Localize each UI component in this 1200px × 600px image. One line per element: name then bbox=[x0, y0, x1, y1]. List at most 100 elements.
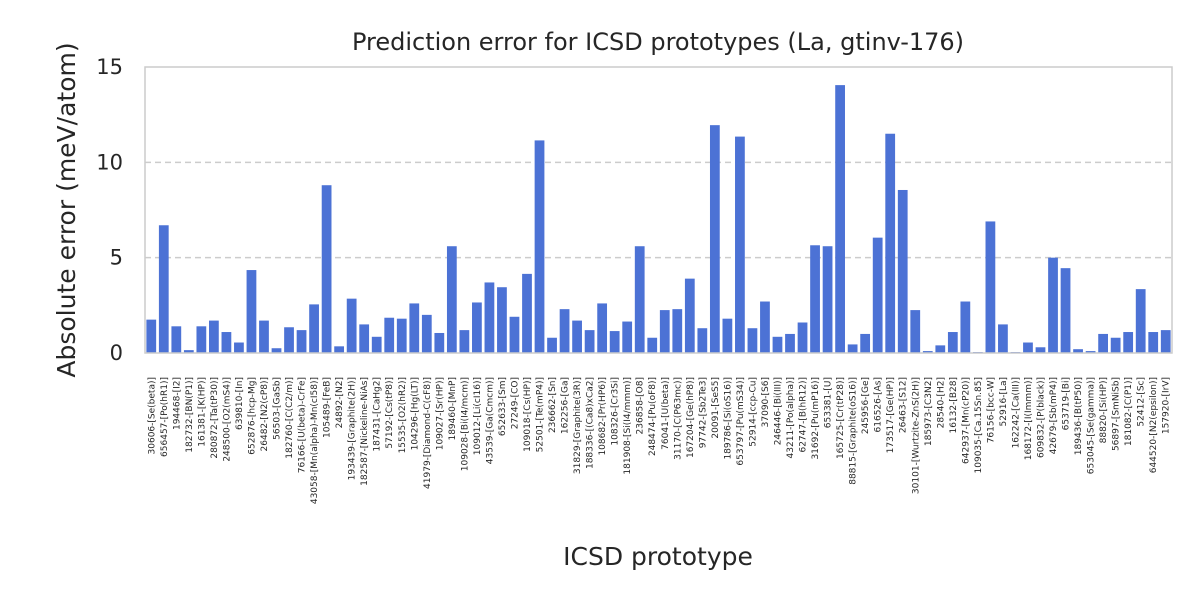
x-tick-label: 30606-[Se(beta)] bbox=[147, 377, 157, 454]
bar bbox=[1098, 333, 1109, 353]
x-tick-label: 28540-[H2] bbox=[936, 377, 946, 428]
bar bbox=[271, 348, 282, 353]
bar bbox=[1035, 347, 1046, 353]
bar bbox=[597, 303, 608, 353]
x-tick-label: 185973-[C3N2] bbox=[924, 377, 934, 446]
y-tick-label: 0 bbox=[110, 341, 123, 365]
bar bbox=[947, 332, 958, 353]
x-tick-label: 109012-[Li(cI16)] bbox=[473, 377, 483, 455]
y-axis-ticks: 0 5 10 15 bbox=[96, 55, 123, 365]
x-axis-ticks: 30606-[Se(beta)] 656457-[Po(hR1)] 194468-[… bbox=[147, 377, 1171, 504]
bar bbox=[922, 351, 933, 353]
bar bbox=[1060, 268, 1071, 353]
x-tick-label: 161381-[K(HP)] bbox=[197, 377, 207, 447]
bar bbox=[572, 320, 582, 353]
x-tick-label: 104296-[Hg(LT)] bbox=[410, 377, 420, 450]
bar bbox=[1110, 337, 1121, 353]
bar bbox=[609, 331, 620, 353]
bar bbox=[835, 85, 845, 353]
x-tick-label: 52412-[Sc] bbox=[1137, 377, 1147, 427]
bar bbox=[760, 301, 770, 353]
x-tick-label: 653045-[Se(gamma)] bbox=[1087, 377, 1097, 474]
bar bbox=[1135, 289, 1146, 353]
x-tick-label: 168172-[I(Immm)] bbox=[1024, 377, 1034, 460]
bar bbox=[1073, 349, 1083, 353]
bar bbox=[747, 328, 758, 353]
x-tick-label: 188336-[(Ca8)xCa2] bbox=[586, 377, 596, 469]
bar bbox=[409, 303, 420, 353]
x-tick-label: 652876-[hcp-Mg] bbox=[247, 377, 257, 455]
x-tick-label: 194468-[I2] bbox=[172, 377, 182, 430]
bar bbox=[208, 320, 219, 353]
x-tick-label: 31829-[Graphite(3R)] bbox=[573, 377, 583, 474]
bar bbox=[509, 316, 520, 353]
x-tick-label: 56897-[SmNiSb] bbox=[1112, 377, 1122, 451]
x-tick-label: 43058-[Mn(alpha)-Mn(cI58)] bbox=[310, 377, 320, 504]
bar bbox=[196, 326, 207, 353]
x-tick-label: 173517-[Ge(HP)] bbox=[886, 377, 896, 453]
bar bbox=[359, 324, 370, 353]
bar bbox=[371, 336, 382, 353]
x-tick-label: 52914-[ccp-Cu] bbox=[748, 377, 758, 447]
x-tick-label: 248500-[O2(mS4)] bbox=[222, 377, 232, 462]
x-tick-label: 15535-[O2(hR2)] bbox=[398, 377, 408, 453]
bar bbox=[622, 321, 633, 353]
x-tick-label: 41979-[Diamond-C(cF8)] bbox=[423, 377, 433, 489]
x-tick-label: 76041-[U(beta)] bbox=[661, 377, 671, 450]
gridlines bbox=[145, 161, 1172, 259]
x-tick-label: 181908-[Si(I4/mmm)] bbox=[623, 377, 633, 475]
y-tick-label: 15 bbox=[96, 55, 123, 79]
x-tick-label: 57192-[Cs(tP8)] bbox=[385, 377, 395, 449]
x-tick-label: 616526-[As] bbox=[874, 377, 884, 432]
bar bbox=[396, 318, 407, 353]
bar bbox=[384, 317, 395, 353]
x-tick-label: 653381-[U] bbox=[824, 377, 834, 428]
chart-title: Prediction error for ICSD prototypes (La… bbox=[352, 28, 964, 56]
x-tick-label: 167204-[Ge(hP8)] bbox=[686, 377, 696, 458]
x-tick-label: 16132-[B28] bbox=[949, 377, 959, 434]
x-tick-label: 609832-[P(black)] bbox=[1036, 377, 1046, 458]
bar bbox=[522, 273, 532, 353]
bar bbox=[684, 278, 695, 353]
x-tick-label: 656457-[Po(hR1)] bbox=[160, 377, 170, 457]
x-tick-label: 181082-[C(P1)] bbox=[1124, 377, 1134, 446]
x-tick-label: 56503-[GaSb] bbox=[273, 377, 283, 440]
bar bbox=[234, 342, 244, 353]
x-tick-label: 187431-[CaHg2] bbox=[373, 377, 383, 452]
bar bbox=[171, 326, 182, 353]
bar bbox=[697, 328, 708, 353]
x-tick-label: 189436-[B(tP50)] bbox=[1074, 377, 1084, 455]
y-tick-label: 10 bbox=[96, 150, 123, 174]
x-tick-label: 88820-[Si(HP)] bbox=[1099, 377, 1109, 443]
x-tick-label: 26463-[S12] bbox=[899, 377, 909, 433]
bar bbox=[221, 332, 232, 353]
bar bbox=[434, 332, 445, 353]
x-tick-label: 157920-[IrV] bbox=[1162, 377, 1172, 434]
bar bbox=[872, 237, 883, 353]
bar bbox=[534, 140, 545, 353]
x-tick-label: 43539-[Ga(Cmcm)] bbox=[485, 377, 495, 464]
bar bbox=[634, 246, 645, 353]
bar bbox=[547, 337, 557, 353]
x-tick-label: 644520-[N2(epsilon)] bbox=[1149, 377, 1159, 473]
x-tick-label: 109027-[Sr(HP)] bbox=[435, 377, 445, 450]
bar bbox=[459, 330, 470, 353]
x-tick-label: 52501-[Te(mP4)] bbox=[536, 377, 546, 452]
x-tick-label: 642937-[Mn(cP20)] bbox=[961, 377, 971, 464]
x-tick-label: 26482-[N2(cP8)] bbox=[260, 377, 270, 451]
bar bbox=[910, 310, 921, 353]
bar bbox=[998, 324, 1008, 353]
x-axis-label: ICSD prototype bbox=[563, 542, 753, 571]
x-tick-label: 97742-[Sb2Te3] bbox=[698, 377, 708, 448]
x-tick-label: 653719-[Bi] bbox=[1062, 377, 1072, 430]
x-tick-label: 245956-[Ge] bbox=[861, 377, 871, 434]
bar bbox=[321, 185, 332, 353]
bar bbox=[1085, 351, 1096, 353]
x-tick-label: 31692-[Pu(mP16)] bbox=[811, 377, 821, 460]
x-tick-label: 236858-[O8] bbox=[636, 377, 646, 434]
bar bbox=[334, 346, 345, 353]
x-tick-label: 189786-[Si(oS16)] bbox=[723, 377, 733, 460]
bar bbox=[847, 344, 858, 353]
bar bbox=[672, 309, 683, 353]
